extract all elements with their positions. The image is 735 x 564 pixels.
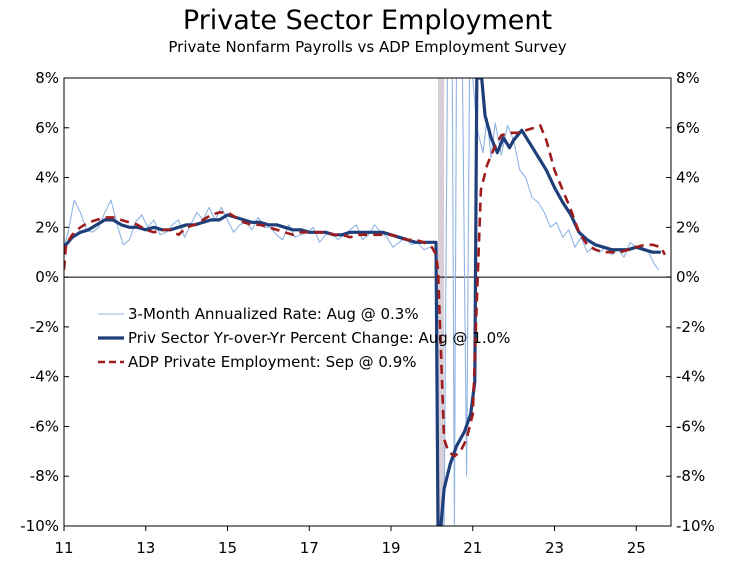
legend-label-3: ADP Private Employment: Sep @ 0.9% (128, 353, 417, 371)
y-tick-label-left: -4% (30, 368, 59, 386)
x-tick-label: 11 (54, 539, 73, 557)
y-tick-label-right: -6% (676, 417, 705, 435)
y-tick-label-right: -8% (676, 467, 705, 485)
y-tick-label-left: 0% (35, 268, 59, 286)
y-tick-label-left: -10% (20, 517, 59, 535)
y-tick-label-left: 8% (35, 69, 59, 87)
series-line-3 (64, 124, 667, 458)
y-tick-label-right: -2% (676, 318, 705, 336)
x-tick-label: 19 (381, 539, 400, 557)
chart-title: Private Sector Employment (182, 5, 553, 36)
recession-shading-layer (438, 78, 445, 526)
y-tick-label-right: 2% (676, 218, 700, 236)
y-tick-label-right: -4% (676, 368, 705, 386)
y-tick-label-left: -6% (30, 417, 59, 435)
axis-layer: -10% -10% -8% -8% -6% -6% -4% -4% -2% -2% 0% 0% 2% 2%… (20, 69, 715, 557)
series-line-1 (64, 78, 660, 526)
chart-subtitle: Private Nonfarm Payrolls vs ADP Employme… (168, 38, 567, 56)
x-tick-label: 13 (136, 539, 155, 557)
y-tick-label-left: -2% (30, 318, 59, 336)
recession-shading-band (438, 78, 445, 526)
x-tick-label: 15 (218, 539, 237, 557)
x-tick-label: 21 (463, 539, 482, 557)
x-tick-label: 17 (300, 539, 319, 557)
x-tick-label: 23 (545, 539, 564, 557)
y-tick-label-right: 4% (676, 169, 700, 187)
legend-label-2: Priv Sector Yr-over-Yr Percent Change: A… (128, 329, 510, 347)
y-tick-label-left: -8% (30, 467, 59, 485)
legend: 3-Month Annualized Rate: Aug @ 0.3% Priv … (98, 305, 510, 371)
y-tick-label-right: -10% (676, 517, 715, 535)
series-line-2 (64, 78, 661, 526)
y-tick-label-right: 0% (676, 268, 700, 286)
y-tick-label-left: 6% (35, 119, 59, 137)
series-layer (64, 78, 667, 526)
legend-label-1: 3-Month Annualized Rate: Aug @ 0.3% (128, 305, 419, 323)
plot-frame (63, 77, 672, 527)
y-tick-label-right: 8% (676, 69, 700, 87)
y-tick-label-right: 6% (676, 119, 700, 137)
y-tick-label-left: 4% (35, 169, 59, 187)
x-tick-label: 25 (627, 539, 646, 557)
y-tick-label-left: 2% (35, 218, 59, 236)
